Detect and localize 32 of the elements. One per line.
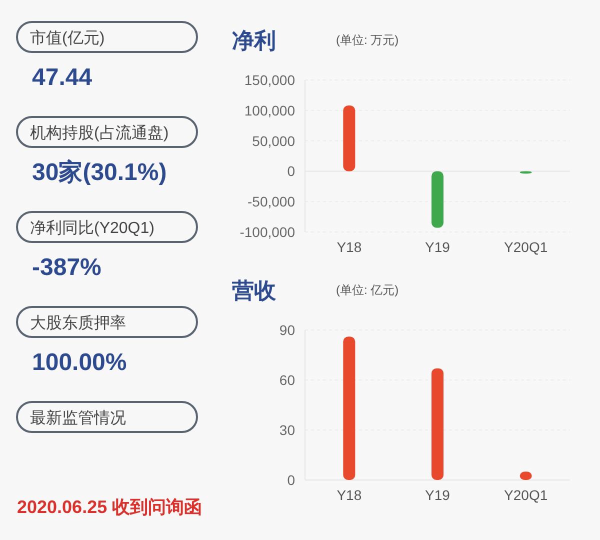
y-tick-label: -100,000 <box>240 224 296 240</box>
y-tick-label: 60 <box>279 372 296 388</box>
x-tick-label: Y20Q1 <box>504 239 548 255</box>
chart-subtitle: (单位: 万元) <box>336 33 399 47</box>
y-tick-label: 150,000 <box>244 72 296 88</box>
y-tick-label: -50,000 <box>248 194 296 210</box>
text: 47.44 <box>32 64 93 91</box>
text: 100.00% <box>32 349 127 376</box>
x-tick-label: Y19 <box>425 239 450 255</box>
y-tick-label: 100,000 <box>244 102 296 118</box>
text: 2020.06.25 收到问询函 <box>17 497 202 517</box>
y-tick-label: 30 <box>279 422 296 438</box>
y-tick-label: 0 <box>287 163 296 180</box>
x-tick-label: Y18 <box>336 239 362 255</box>
chart-title: 净利 <box>232 28 276 53</box>
y-tick-label: 0 <box>287 472 296 488</box>
y-tick-label: 50,000 <box>252 132 296 149</box>
text: 30家(30.1%) <box>32 159 167 186</box>
bar <box>343 336 356 480</box>
text: 最新监管情况 <box>30 409 126 427</box>
y-tick-label: 90 <box>279 322 296 338</box>
text: 机构持股(占流通盘) <box>30 124 169 142</box>
x-tick-label: Y18 <box>336 487 362 503</box>
text: 净利同比(Y20Q1) <box>30 219 154 237</box>
chart-subtitle: (单位: 亿元) <box>336 283 399 297</box>
chart-title: 营收 <box>231 278 277 303</box>
bar <box>432 368 444 480</box>
text: 市值(亿元) <box>30 29 105 47</box>
text: -387% <box>32 254 102 281</box>
text: 大股东质押率 <box>30 314 126 332</box>
x-tick-label: Y20Q1 <box>504 487 548 503</box>
x-tick-label: Y19 <box>425 487 450 503</box>
